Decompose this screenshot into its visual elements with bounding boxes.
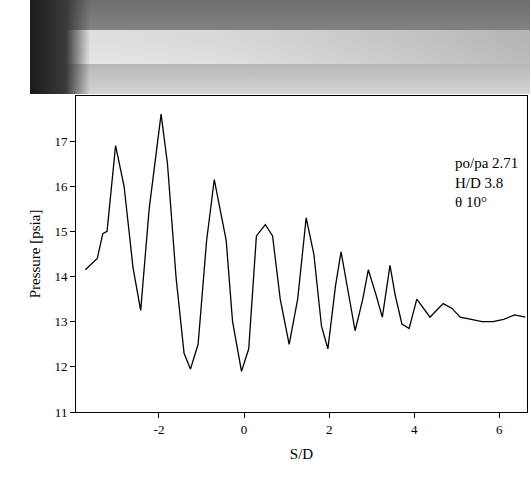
svg-text:13: 13 (54, 314, 67, 329)
svg-text:12: 12 (54, 359, 67, 374)
svg-text:15: 15 (54, 224, 67, 239)
svg-text:6: 6 (496, 422, 503, 437)
svg-text:2: 2 (326, 422, 333, 437)
svg-text:po/pa 2.71H/D 3.8θ 10°: po/pa 2.71H/D 3.8θ 10° (455, 155, 518, 210)
svg-text:Pressure [psia]: Pressure [psia] (27, 210, 43, 299)
svg-text:4: 4 (411, 422, 418, 437)
svg-text:16: 16 (54, 179, 68, 194)
svg-text:17: 17 (54, 134, 68, 149)
svg-text:-2: -2 (154, 422, 165, 437)
svg-text:0: 0 (241, 422, 248, 437)
svg-text:S/D: S/D (290, 446, 314, 462)
svg-text:11: 11 (55, 405, 68, 420)
svg-text:14: 14 (54, 269, 68, 284)
